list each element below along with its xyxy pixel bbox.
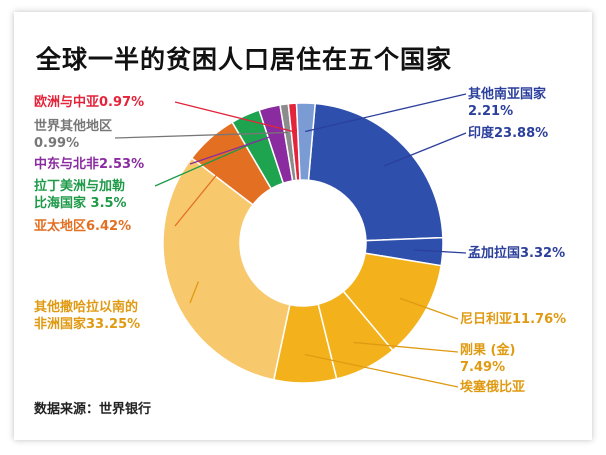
leader-line-0	[383, 132, 467, 167]
slice-label-7: 拉丁美洲与加勒比海国家 3.5%	[34, 178, 127, 211]
leader-line-1	[414, 249, 467, 254]
donut-hole	[240, 180, 366, 306]
slice-label-6: 亚太地区6.42%	[34, 218, 131, 234]
leader-line-8	[189, 134, 277, 165]
slice-label-3: 刚果 (金) 7.49%	[460, 342, 515, 375]
leader-line-10	[174, 101, 295, 133]
slice-label-5: 其他撒哈拉以南的非洲国家33.25%	[34, 299, 140, 332]
data-source: 数据来源：世界银行	[34, 402, 152, 417]
leader-line-4	[304, 353, 459, 388]
slice-label-9: 世界其他地区 0.99%	[34, 118, 112, 151]
leader-line-11	[305, 93, 467, 133]
slice-label-11: 其他南亚国家 2.21%	[468, 86, 547, 119]
slice-label-2: 尼日利亚11.76%	[460, 311, 566, 327]
leader-line-9	[114, 131, 288, 139]
slice-label-1: 孟加拉国3.32%	[468, 245, 565, 261]
leader-line-3	[353, 341, 459, 353]
slice-label-10: 欧洲与中亚0.97%	[34, 94, 144, 110]
slice-label-8: 中东与北非2.53%	[34, 156, 144, 172]
leader-line-2	[399, 297, 459, 320]
leader-line-5	[189, 281, 200, 304]
leader-line-7	[154, 140, 258, 187]
leader-line-6	[174, 159, 230, 227]
slice-label-4: 埃塞俄比亚	[460, 379, 525, 395]
slice-label-0: 印度23.88%	[468, 125, 548, 141]
chart-title: 全球一半的贫困人口居住在五个国家	[36, 45, 453, 74]
